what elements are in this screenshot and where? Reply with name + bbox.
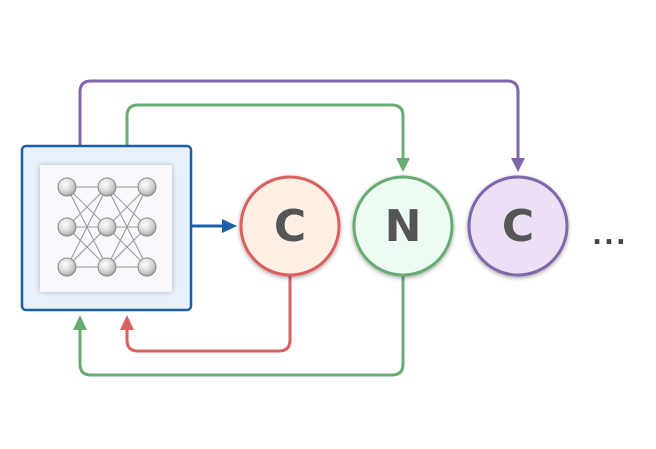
nn-edge	[66, 186, 108, 268]
neural-network-icon	[57, 177, 157, 277]
nn-node	[137, 217, 157, 237]
green-top-arrowhead	[396, 158, 410, 172]
blue-arrowhead	[222, 219, 237, 233]
sequence-node-1: C	[239, 175, 341, 277]
sequence-node-letter: C	[502, 201, 534, 252]
nn-node	[97, 217, 117, 237]
nn-node	[137, 177, 157, 197]
purple-arrowhead	[511, 158, 525, 172]
nn-node	[137, 257, 157, 277]
green-return-arrow	[78, 276, 405, 377]
red-return-arrow	[125, 276, 292, 353]
sequence-node-letter: N	[385, 201, 422, 252]
sequence-node-circle	[467, 175, 569, 277]
sequence-node-circle	[352, 175, 454, 277]
nn-edge	[106, 186, 148, 268]
red-return-arrowhead	[120, 315, 134, 330]
green-return-arrowhead	[73, 315, 87, 330]
nn-node	[57, 217, 77, 237]
nn-node	[57, 177, 77, 197]
sequence-node-circle	[239, 175, 341, 277]
nn-node	[57, 257, 77, 277]
ellipsis-text: ...	[592, 221, 628, 251]
sequence-node-3: C	[467, 175, 569, 277]
sequence-node-2: N	[352, 175, 454, 277]
purple-feedback-arrow	[78, 79, 520, 158]
nn-node	[97, 257, 117, 277]
sequence-node-letter: C	[274, 201, 306, 252]
nn-node	[97, 177, 117, 197]
green-top-arrow	[125, 103, 405, 158]
